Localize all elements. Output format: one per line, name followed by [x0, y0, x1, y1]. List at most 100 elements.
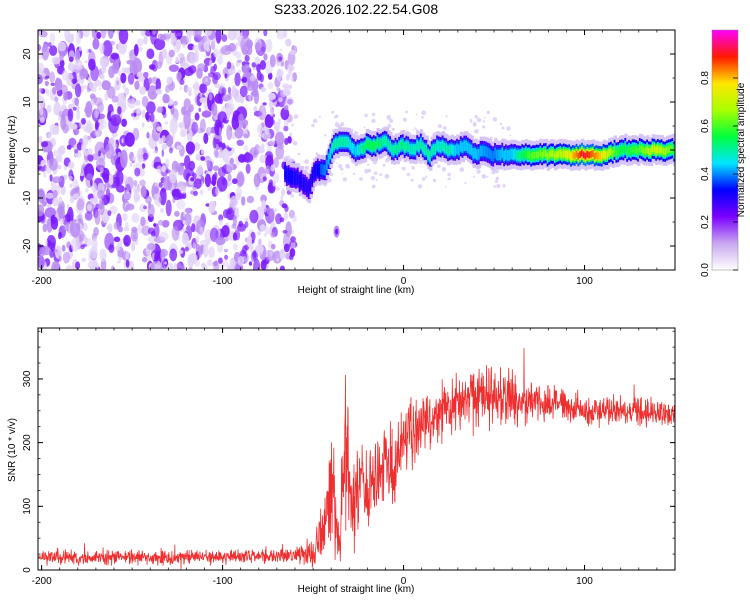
spectrogram-cell	[400, 141, 404, 149]
spectrogram-cell	[210, 180, 216, 185]
spectrogram-cell	[50, 216, 59, 230]
spectrogram-cell	[72, 106, 77, 111]
spectrogram-cell	[526, 151, 531, 159]
spectrogram-cell	[515, 152, 520, 159]
spectrogram-cell	[370, 175, 375, 181]
spectrogram-cell	[341, 172, 344, 175]
spectrogram-cell	[555, 151, 560, 158]
spectrogram-cell	[188, 267, 193, 270]
spectrogram-cell	[143, 71, 149, 79]
spectrogram-x-label: Height of straight line (km)	[298, 285, 415, 296]
spectrogram-cell	[249, 209, 259, 224]
colorbar-stripe	[712, 266, 738, 269]
x-tick-label: -100	[213, 276, 233, 287]
spectrogram-cell	[557, 150, 561, 158]
spectrogram-cell	[58, 205, 65, 219]
colorbar-stripe	[712, 76, 738, 79]
spectrogram-cell	[546, 153, 550, 160]
spectrogram-cell	[215, 237, 226, 246]
snr-panel: -200 -100 0 100 0 100 200 300 Height of straig…	[7, 327, 676, 595]
colorbar-stripe	[712, 32, 738, 35]
colorbar-stripe	[712, 188, 738, 191]
spectrogram-cell	[382, 163, 386, 167]
spectrogram-cell	[315, 152, 318, 155]
spectrogram-cell	[270, 231, 276, 238]
colorbar-stripe	[712, 80, 738, 83]
spectrogram-cell	[311, 123, 315, 128]
colorbar-tick-label: 0.8	[700, 71, 711, 85]
spectrogram-cell	[653, 145, 657, 153]
spectrogram-cell	[485, 146, 489, 157]
spectrogram-cell	[40, 159, 46, 167]
spectrogram-cell	[203, 30, 213, 36]
spectrogram-cell	[68, 161, 75, 169]
spectrogram-cell	[479, 145, 484, 157]
colorbar-stripe	[712, 226, 738, 229]
spectrogram-cell	[200, 156, 206, 161]
spectrogram-cell	[537, 151, 541, 159]
spectrogram-cell	[137, 46, 143, 52]
spectrogram-cell	[88, 82, 98, 90]
spectrogram-cell	[208, 93, 213, 101]
spectrogram-cell	[52, 197, 60, 207]
spectrogram-cell	[82, 222, 88, 232]
spectrogram-cell	[139, 179, 146, 187]
spectrogram-cell	[164, 261, 167, 265]
spectrogram-cell	[47, 133, 52, 138]
spectrogram-cell	[544, 149, 549, 157]
spectrogram-cell	[523, 151, 527, 159]
colorbar-stripe	[712, 262, 738, 265]
spectrogram-cell	[210, 65, 216, 75]
snr-line	[38, 347, 675, 570]
spectrogram-cell	[261, 199, 266, 209]
spectrogram-cell	[47, 203, 51, 208]
spectrogram-cell	[49, 32, 56, 46]
spectrogram-cell	[353, 143, 357, 155]
spectrogram-cell	[82, 84, 87, 90]
spectrogram-cell	[292, 215, 297, 223]
spectrogram-cell	[335, 228, 339, 235]
spectrogram-cell	[503, 150, 507, 162]
spectrogram-cell	[289, 49, 296, 55]
colorbar: 0.0 0.2 0.4 0.6 0.8 Normalized spectral ampl…	[700, 29, 747, 277]
spectrogram-cell	[412, 129, 415, 131]
colorbar-stripe	[712, 56, 738, 59]
spectrogram-cell	[255, 245, 264, 253]
spectrogram-cell	[62, 251, 70, 264]
colorbar-stripe	[712, 54, 738, 57]
spectrogram-cell	[242, 119, 249, 127]
spectrogram-cell	[483, 145, 487, 157]
spectrogram-cell	[617, 148, 621, 156]
spectrogram-cell	[142, 112, 146, 118]
spectrogram-cell	[312, 118, 318, 124]
spectrogram-cell	[190, 177, 195, 182]
colorbar-stripe	[712, 168, 738, 171]
spectrogram-cell	[209, 227, 219, 242]
spectrogram-cell	[181, 185, 187, 195]
colorbar-stripe	[712, 154, 738, 157]
spectrogram-cell	[273, 157, 280, 168]
spectrogram-cell	[253, 88, 260, 105]
spectrogram-cell	[293, 114, 299, 119]
spectrogram-cell	[286, 168, 290, 183]
spectrogram-cell	[173, 263, 178, 270]
spectrogram-cell	[378, 140, 382, 148]
spectrogram-cell	[608, 149, 612, 156]
spectrogram-cell	[115, 169, 124, 186]
spectrogram-cell	[660, 146, 664, 153]
y-tick-label: -10	[22, 190, 33, 205]
spectrogram-cell	[162, 48, 168, 59]
spectrogram-cell	[287, 98, 293, 105]
spectrogram-cell	[396, 146, 400, 154]
spectrogram-cell	[149, 112, 155, 123]
spectrogram-cell	[494, 147, 498, 159]
spectrogram-cell	[476, 149, 480, 160]
spectrogram-cell	[184, 212, 192, 226]
spectrogram-cell	[552, 150, 556, 157]
spectrogram-cell	[102, 40, 113, 57]
spectrogram-cell	[439, 143, 444, 151]
spectrogram-cell	[484, 116, 486, 119]
spectrogram-cell	[541, 151, 545, 159]
spectrogram-cell	[117, 106, 122, 115]
spectrogram-cell	[335, 121, 337, 123]
